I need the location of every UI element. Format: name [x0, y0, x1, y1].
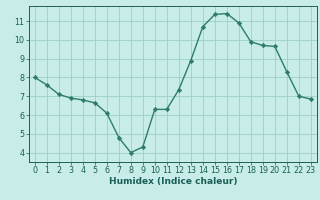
- X-axis label: Humidex (Indice chaleur): Humidex (Indice chaleur): [108, 177, 237, 186]
